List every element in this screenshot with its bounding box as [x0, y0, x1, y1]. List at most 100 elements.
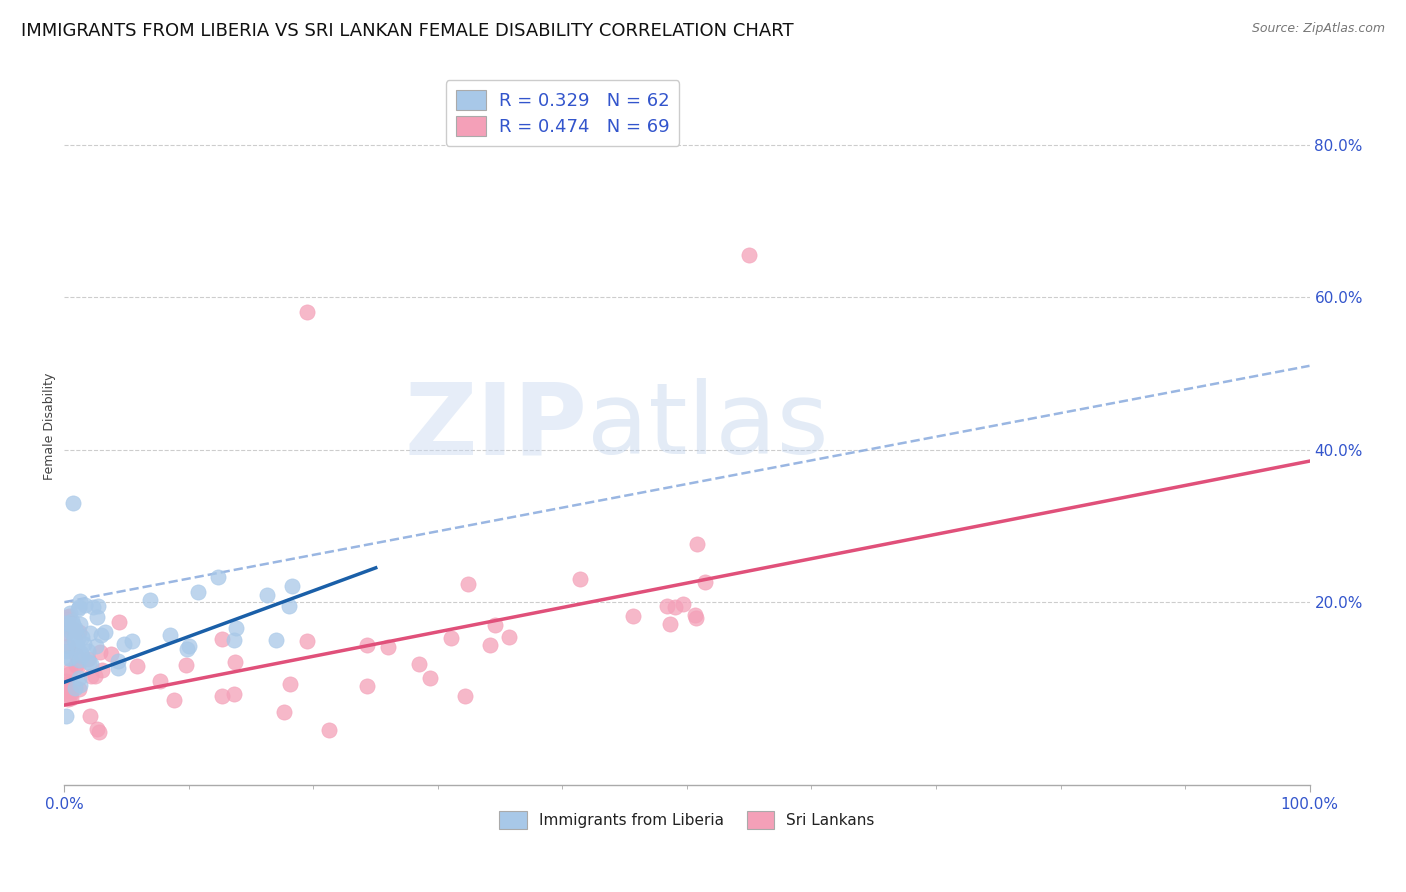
Point: [659, 616, 682, 631]
Point: [738, 248, 761, 262]
Point: [62, 618, 84, 632]
Text: atlas: atlas: [588, 378, 830, 475]
Point: [91, 663, 114, 677]
Point: [60, 684, 83, 698]
Point: [86, 609, 108, 624]
Point: [55, 683, 77, 698]
Point: [162, 693, 184, 707]
Point: [454, 690, 477, 704]
Point: [211, 690, 233, 704]
Point: [256, 588, 278, 602]
Point: [62, 622, 84, 636]
Point: [107, 615, 129, 630]
Point: [114, 637, 136, 651]
Point: [55, 626, 77, 640]
Point: [55, 610, 77, 624]
Point: [273, 705, 295, 719]
Point: [479, 638, 502, 652]
Point: [63, 623, 86, 637]
Point: [56, 651, 79, 665]
Point: [686, 537, 709, 551]
Point: [62, 496, 84, 510]
Point: [59, 663, 82, 677]
Point: [176, 658, 198, 673]
Point: [297, 305, 319, 319]
Point: [211, 632, 233, 647]
Point: [67, 653, 90, 667]
Point: [107, 661, 129, 675]
Point: [55, 673, 77, 688]
Point: [100, 648, 122, 662]
Point: [70, 646, 93, 660]
Point: [56, 640, 79, 654]
Point: [90, 628, 112, 642]
Point: [356, 679, 378, 693]
Point: [280, 578, 302, 592]
Point: [73, 598, 96, 612]
Text: ZIP: ZIP: [405, 378, 588, 475]
Text: Source: ZipAtlas.com: Source: ZipAtlas.com: [1251, 22, 1385, 36]
Point: [65, 657, 87, 672]
Point: [664, 599, 686, 614]
Point: [66, 632, 89, 646]
Point: [66, 659, 89, 673]
Legend: Immigrants from Liberia, Sri Lankans: Immigrants from Liberia, Sri Lankans: [494, 805, 882, 835]
Point: [672, 597, 695, 611]
Point: [84, 669, 107, 683]
Point: [224, 655, 246, 669]
Point: [58, 608, 80, 623]
Point: [222, 633, 245, 648]
Point: [87, 599, 110, 613]
Point: [408, 657, 430, 672]
Point: [484, 618, 506, 632]
Point: [89, 645, 111, 659]
Point: [77, 652, 100, 666]
Point: [94, 624, 117, 639]
Point: [67, 671, 90, 685]
Point: [224, 688, 246, 702]
Point: [59, 606, 82, 620]
Point: [84, 639, 107, 653]
Point: [60, 690, 83, 705]
Point: [69, 678, 91, 692]
Point: [107, 654, 129, 668]
Point: [67, 681, 90, 696]
Point: [55, 677, 77, 691]
Point: [62, 622, 84, 636]
Point: [125, 659, 148, 673]
Point: [55, 641, 77, 656]
Point: [63, 636, 86, 650]
Point: [187, 585, 209, 599]
Point: [79, 626, 101, 640]
Point: [685, 610, 707, 624]
Point: [176, 642, 198, 657]
Point: [56, 612, 79, 626]
Point: [278, 677, 301, 691]
Point: [59, 620, 82, 634]
Point: [657, 599, 679, 613]
Point: [55, 709, 77, 723]
Point: [55, 626, 77, 640]
Point: [77, 655, 100, 669]
Point: [60, 617, 83, 632]
Point: [58, 616, 80, 631]
Point: [72, 630, 94, 644]
Point: [67, 600, 90, 615]
Point: [440, 631, 463, 645]
Point: [86, 722, 108, 736]
Point: [318, 723, 340, 738]
Point: [63, 681, 86, 695]
Point: [66, 639, 89, 653]
Point: [225, 622, 247, 636]
Point: [70, 649, 93, 664]
Point: [56, 692, 79, 706]
Point: [66, 602, 89, 616]
Point: [55, 644, 77, 658]
Point: [683, 608, 706, 623]
Point: [60, 614, 83, 628]
Text: IMMIGRANTS FROM LIBERIA VS SRI LANKAN FEMALE DISABILITY CORRELATION CHART: IMMIGRANTS FROM LIBERIA VS SRI LANKAN FE…: [21, 22, 794, 40]
Point: [67, 624, 90, 639]
Point: [63, 621, 86, 635]
Point: [55, 616, 77, 631]
Point: [69, 594, 91, 608]
